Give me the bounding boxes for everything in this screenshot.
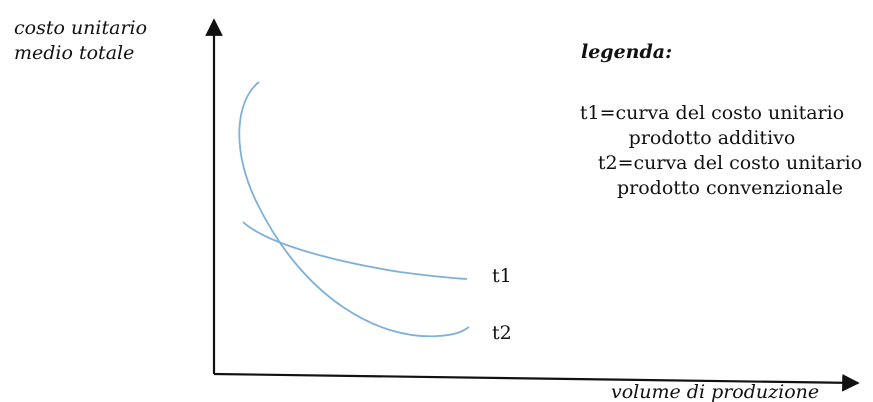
- y-axis-label-line-1: costo unitario: [14, 17, 147, 39]
- series-t2-label: t2: [492, 322, 512, 344]
- legend-title: legenda:: [581, 41, 672, 63]
- series-t1-label: t1: [492, 265, 512, 287]
- legend-line-2: prodotto additivo: [629, 127, 796, 149]
- series-t1-curve: [242, 221, 468, 280]
- x-axis: [213, 372, 860, 392]
- y-axis-label-line-2: medio totale: [14, 42, 134, 64]
- series-t2-curve: [238, 81, 470, 338]
- legend-line-1: t1=curva del costo unitario: [580, 102, 844, 124]
- x-axis-label: volume di produzione: [611, 381, 819, 402]
- legend-line-3: t2=curva del costo unitario: [598, 152, 862, 174]
- legend-line-4: prodotto convenzionale: [617, 177, 843, 199]
